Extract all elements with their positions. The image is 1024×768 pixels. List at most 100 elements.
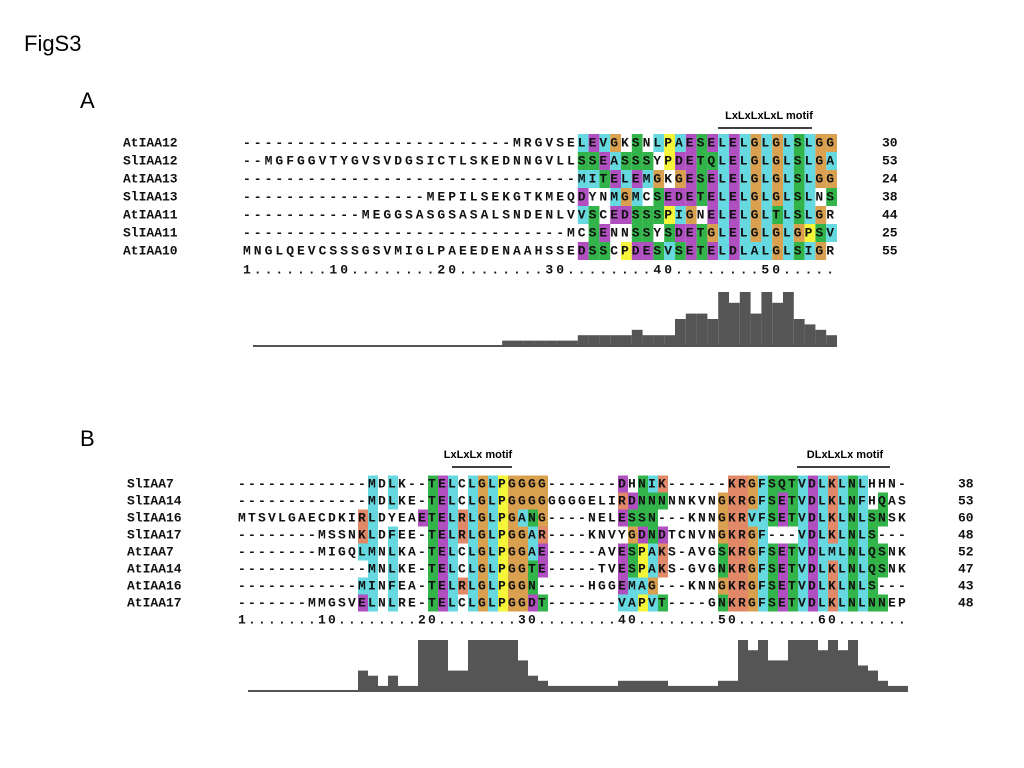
conservation-bar (556, 340, 567, 346)
residue-highlight (788, 543, 798, 561)
sequence-length: 47 (958, 561, 974, 576)
residue-highlight (458, 526, 468, 544)
residue-highlight (642, 152, 654, 170)
sequence-residues: -------------------------MRGVSELEVGKSNLP… (243, 135, 834, 150)
conservation-bar (675, 319, 686, 346)
residue-highlight (388, 560, 398, 578)
residue-highlight (648, 594, 658, 612)
residue-highlight (768, 543, 778, 561)
residue-highlight (878, 509, 888, 527)
residue-highlight (448, 577, 458, 595)
residue-highlight (653, 170, 665, 188)
sequence-name: AtIAA13 (123, 171, 178, 186)
residue-highlight (838, 594, 848, 612)
sequence-length: 44 (882, 207, 898, 222)
residue-highlight (707, 242, 719, 260)
residue-highlight (815, 206, 827, 224)
residue-highlight (858, 475, 868, 493)
residue-highlight (838, 475, 848, 493)
sequence-residues: -------------------------------MITELEMGK… (243, 171, 834, 186)
residue-highlight (808, 475, 818, 493)
residue-highlight (588, 206, 600, 224)
residue-highlight (628, 594, 638, 612)
residue-highlight (828, 577, 838, 595)
sequence-length: 30 (882, 135, 898, 150)
residue-highlight (628, 492, 638, 510)
residue-highlight (783, 134, 794, 152)
residue-highlight (468, 492, 478, 510)
residue-highlight (804, 134, 816, 152)
residue-highlight (577, 242, 589, 260)
conservation-bar (772, 302, 783, 346)
residue-highlight (488, 560, 498, 578)
conservation-bar (598, 685, 608, 691)
conservation-bar (804, 324, 816, 346)
residue-highlight (498, 594, 508, 612)
residue-highlight (448, 543, 458, 561)
sequence-residues: MTSVLGAECDKIRLDYEAETELRLGLPGANG----NELES… (238, 510, 906, 525)
residue-highlight (538, 509, 548, 527)
residue-highlight (818, 492, 828, 510)
conservation-bar (548, 685, 558, 691)
residue-highlight (388, 577, 398, 595)
residue-highlight (783, 170, 794, 188)
residue-highlight (718, 577, 728, 595)
residue-highlight (818, 543, 828, 561)
conservation-bar (748, 650, 758, 691)
residue-highlight (638, 475, 648, 493)
residue-highlight (642, 224, 654, 242)
residue-highlight (498, 526, 508, 544)
residue-highlight (528, 492, 538, 510)
residue-highlight (638, 526, 648, 544)
residue-highlight (758, 492, 768, 510)
residue-highlight (707, 152, 719, 170)
residue-highlight (738, 526, 748, 544)
residue-highlight (729, 188, 740, 206)
residue-highlight (739, 224, 751, 242)
residue-highlight (798, 560, 808, 578)
residue-highlight (793, 170, 805, 188)
conservation-bar (368, 675, 378, 691)
residue-highlight (498, 475, 508, 493)
residue-highlight (707, 188, 719, 206)
panel-label: A (80, 88, 95, 113)
residue-highlight (696, 242, 708, 260)
conservation-bar (761, 292, 773, 346)
conservation-bar (398, 685, 408, 691)
figure-title: FigS3 (24, 31, 81, 56)
residue-highlight (718, 152, 729, 170)
residue-highlight (696, 134, 708, 152)
residue-highlight (838, 509, 848, 527)
residue-highlight (642, 170, 654, 188)
residue-highlight (618, 560, 628, 578)
conservation-bar (567, 340, 578, 346)
residue-highlight (528, 560, 538, 578)
residue-highlight (599, 224, 611, 242)
residue-highlight (518, 492, 528, 510)
residue-highlight (648, 526, 658, 544)
residue-highlight (638, 509, 648, 527)
residue-highlight (768, 560, 778, 578)
residue-highlight (588, 224, 600, 242)
residue-highlight (828, 492, 838, 510)
residue-highlight (729, 170, 740, 188)
residue-highlight (826, 152, 837, 170)
residue-highlight (588, 152, 600, 170)
conservation-bar (888, 685, 898, 691)
residue-highlight (826, 134, 837, 152)
conservation-bar (621, 335, 632, 346)
residue-highlight (428, 492, 438, 510)
residue-highlight (628, 509, 638, 527)
residue-highlight (468, 594, 478, 612)
residue-highlight (628, 543, 638, 561)
conservation-bar (610, 335, 621, 346)
residue-highlight (658, 492, 668, 510)
residue-highlight (848, 492, 858, 510)
residue-highlight (628, 577, 638, 595)
residue-highlight (448, 509, 458, 527)
conservation-bar (826, 335, 837, 346)
residue-highlight (798, 577, 808, 595)
residue-highlight (648, 509, 658, 527)
residue-highlight (685, 206, 697, 224)
conservation-bar (708, 685, 718, 691)
